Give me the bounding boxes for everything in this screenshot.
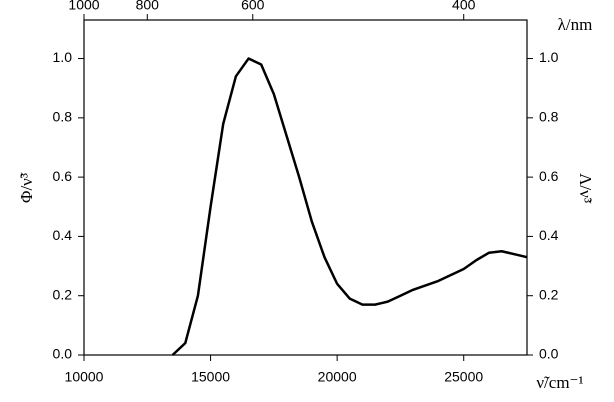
y-tick-label: 0.2: [53, 286, 73, 302]
y-axis-label: Φ/ν̃³: [17, 172, 36, 203]
x2-axis-label: λ/nm: [558, 15, 593, 34]
x-tick-label: 10000: [65, 369, 104, 385]
y-tick-label: 1.0: [53, 49, 73, 65]
y2-tick-label: 1.0: [539, 49, 559, 65]
y-tick-label: 0.0: [53, 346, 73, 362]
x-tick-label: 20000: [318, 369, 357, 385]
x2-tick-label: 1000: [68, 0, 99, 13]
data-line: [171, 57, 528, 356]
x-tick-label: 25000: [444, 369, 483, 385]
y2-tick-label: 0.0: [539, 346, 559, 362]
y2-tick-label: 0.4: [539, 227, 559, 243]
y-tick-label: 0.6: [53, 168, 73, 184]
y-tick-label: 0.4: [53, 227, 73, 243]
plot-frame: [83, 19, 528, 356]
y-tick-label: 0.8: [53, 109, 73, 125]
x-axis-label: ν̃/cm⁻¹: [536, 373, 583, 392]
x2-tick-label: 400: [452, 0, 476, 13]
y2-tick-label: 0.2: [539, 286, 559, 302]
x-tick-label: 15000: [191, 369, 230, 385]
y2-tick-label: 0.8: [539, 109, 559, 125]
y2-tick-label: 0.6: [539, 168, 559, 184]
x2-tick-label: 600: [241, 0, 265, 13]
y2-axis-label: Λ/ν̃³: [576, 173, 595, 204]
x2-tick-label: 800: [136, 0, 160, 13]
